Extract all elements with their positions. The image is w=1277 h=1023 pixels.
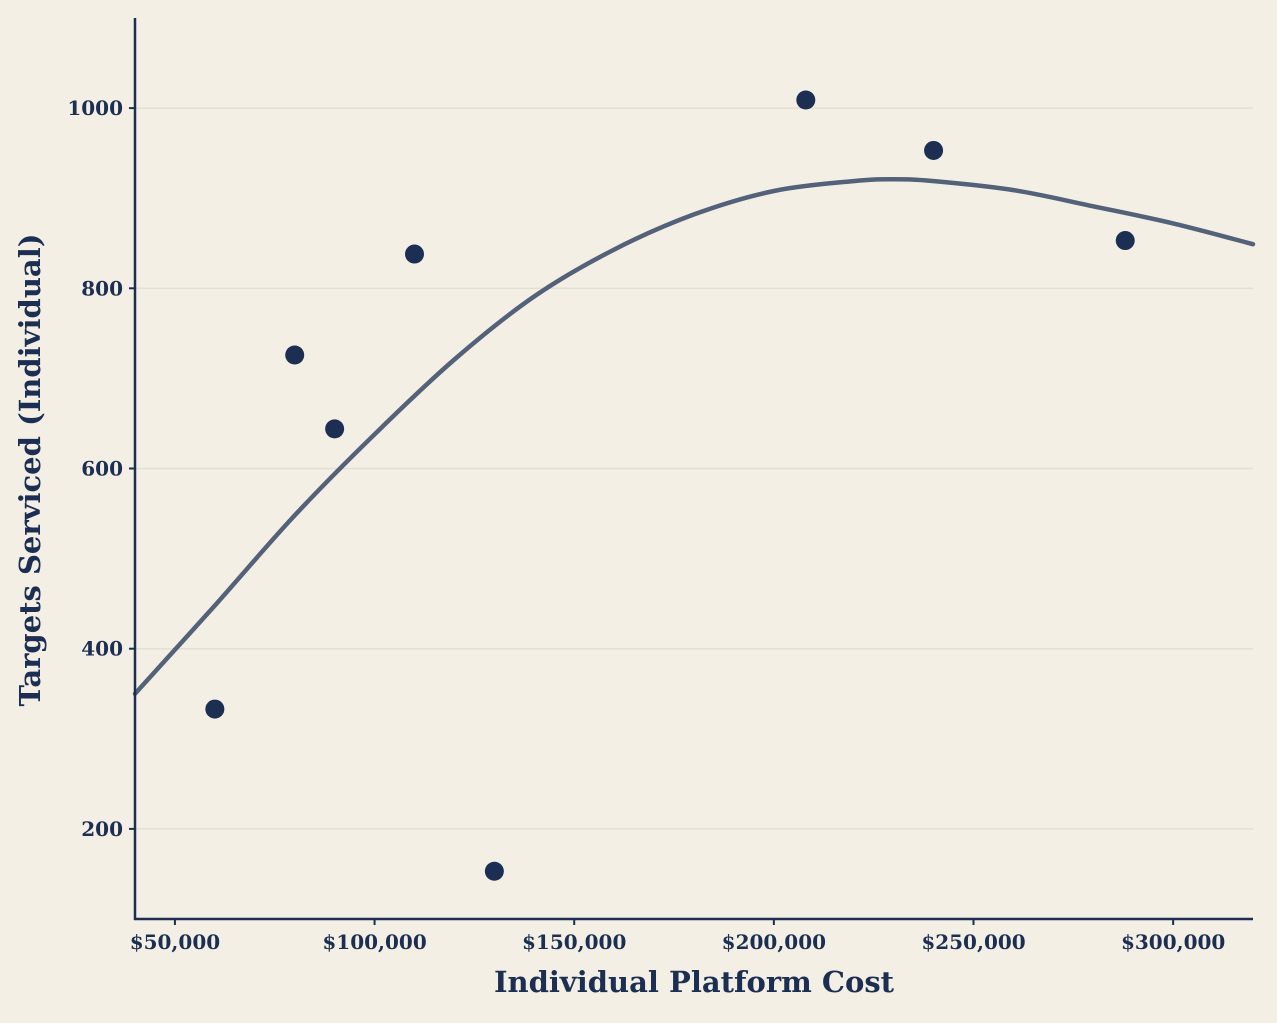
y-tick-label: 200 — [81, 817, 123, 841]
data-point-8 — [1115, 231, 1135, 251]
x-tick-label: $50,000 — [130, 930, 220, 954]
data-point-1 — [205, 699, 225, 719]
x-tick-label: $100,000 — [322, 930, 426, 954]
data-point-3 — [325, 419, 345, 439]
trend-curve — [132, 177, 1256, 697]
x-axis-ticks: $50,000 $100,000 $150,000 $200,000 $250,000 $… — [130, 919, 1225, 954]
y-tick-label: 800 — [81, 276, 123, 300]
data-points — [205, 90, 1135, 881]
data-point-7 — [924, 140, 944, 160]
y-axis-ticks: 200 400 600 800 1000 — [67, 96, 135, 841]
data-point-4 — [405, 244, 424, 264]
trend-curve-layer — [132, 177, 1256, 697]
data-point-2 — [285, 345, 305, 365]
x-tick-label: $250,000 — [921, 930, 1025, 954]
x-axis-title: Individual Platform Cost — [494, 965, 895, 999]
y-tick-label: 400 — [81, 637, 123, 661]
x-tick-label: $300,000 — [1121, 930, 1225, 954]
x-tick-label: $200,000 — [722, 930, 826, 954]
y-axis-title: Targets Serviced (Individual) — [13, 234, 47, 707]
grid-lines — [135, 107, 1253, 830]
x-tick-label: $150,000 — [522, 930, 626, 954]
data-point-5 — [484, 861, 504, 881]
y-tick-label: 600 — [81, 457, 123, 481]
data-point-6 — [796, 90, 816, 110]
y-tick-label: 1000 — [67, 96, 123, 120]
